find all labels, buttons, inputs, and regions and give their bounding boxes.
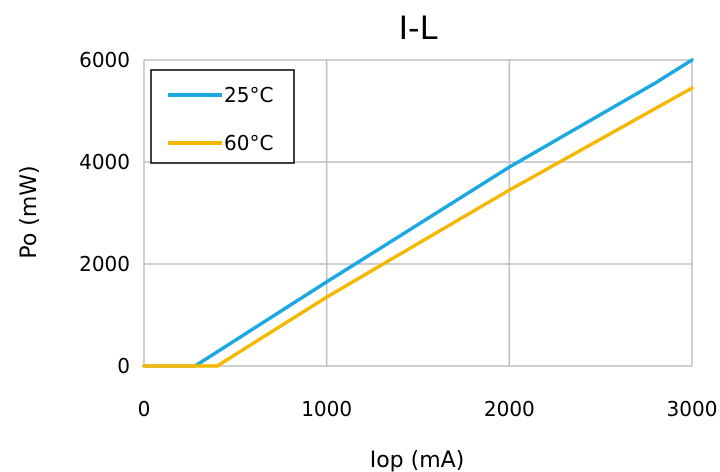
x-tick-label: 1000 [301, 397, 352, 421]
legend-label-60c: 60°C [224, 131, 273, 155]
x-tick-label: 2000 [484, 397, 535, 421]
tick-labels: 0 2000 4000 6000 0 1000 2000 3000 [79, 48, 717, 421]
legend-box [150, 69, 295, 164]
y-tick-label: 2000 [79, 252, 130, 276]
legend-label-25c: 25°C [224, 83, 273, 107]
legend: 25°C 60°C [150, 69, 295, 164]
y-tick-label: 0 [117, 354, 130, 378]
x-tick-label: 3000 [667, 397, 718, 421]
series-lines [142, 58, 694, 368]
y-axis-label: Po (mW) [17, 165, 42, 258]
chart-title: I-L [399, 9, 438, 47]
x-tick-label: 0 [138, 397, 151, 421]
x-axis-label: Iop (mA) [370, 448, 465, 472]
series-line-1 [142, 86, 694, 368]
y-tick-label: 6000 [79, 48, 130, 72]
y-tick-label: 4000 [79, 150, 130, 174]
